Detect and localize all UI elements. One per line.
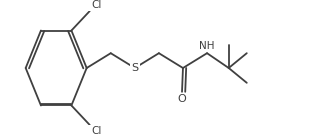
Text: Cl: Cl [91, 0, 102, 10]
Text: NH: NH [199, 41, 215, 51]
Text: Cl: Cl [91, 126, 102, 136]
Text: S: S [131, 63, 138, 73]
Text: O: O [178, 94, 187, 104]
